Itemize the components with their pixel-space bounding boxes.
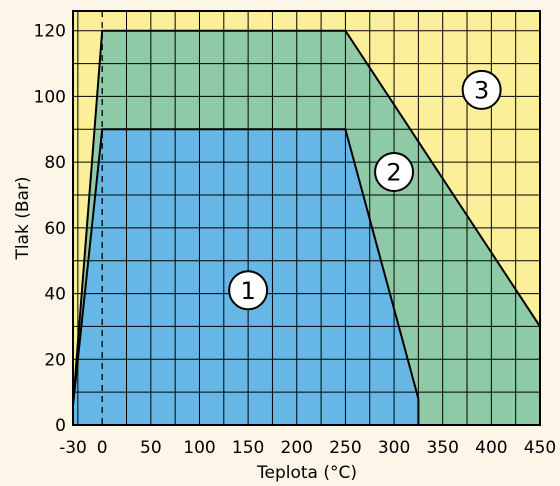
region-1-label: 1 bbox=[240, 277, 255, 305]
x-tick-label: 150 bbox=[232, 438, 264, 458]
region-2-badge bbox=[374, 152, 415, 192]
x-tick-label: 200 bbox=[281, 438, 313, 458]
regions bbox=[73, 11, 540, 426]
y-tick-label: 60 bbox=[44, 219, 66, 239]
y-tick-label: 20 bbox=[44, 350, 66, 370]
x-tick-label: 350 bbox=[426, 438, 458, 458]
x-axis-label: Teplota (°C) bbox=[256, 463, 357, 483]
x-tick-label: -30 bbox=[59, 438, 87, 458]
y-tick-label: 0 bbox=[55, 416, 66, 436]
x-tick-label: 50 bbox=[140, 438, 162, 458]
region-labels: 1 2 3 bbox=[228, 69, 502, 311]
x-tick-label: 250 bbox=[329, 438, 361, 458]
y-tick-label: 40 bbox=[44, 285, 66, 305]
x-axis-ticks: -30 0 50 100 150 200 250 300 350 400 450 bbox=[59, 438, 556, 458]
region-3-badge bbox=[461, 69, 502, 110]
y-axis-ticks: 0 20 40 60 80 100 120 bbox=[34, 22, 66, 436]
x-tick-label: 100 bbox=[183, 438, 215, 458]
y-tick-label: 100 bbox=[34, 87, 66, 107]
x-tick-label: 300 bbox=[378, 438, 410, 458]
x-tick-label: 0 bbox=[97, 438, 108, 458]
region-1-badge bbox=[228, 270, 269, 311]
y-axis-label: Tlak (Bar) bbox=[13, 176, 33, 260]
x-tick-label: 400 bbox=[475, 438, 507, 458]
y-tick-label: 80 bbox=[44, 153, 66, 173]
y-tick-label: 120 bbox=[34, 22, 66, 42]
grid bbox=[73, 11, 540, 425]
region-2-label: 2 bbox=[386, 159, 401, 187]
region-3-label: 3 bbox=[474, 76, 489, 104]
x-tick-label: 450 bbox=[524, 438, 556, 458]
plot-frame bbox=[72, 10, 541, 426]
